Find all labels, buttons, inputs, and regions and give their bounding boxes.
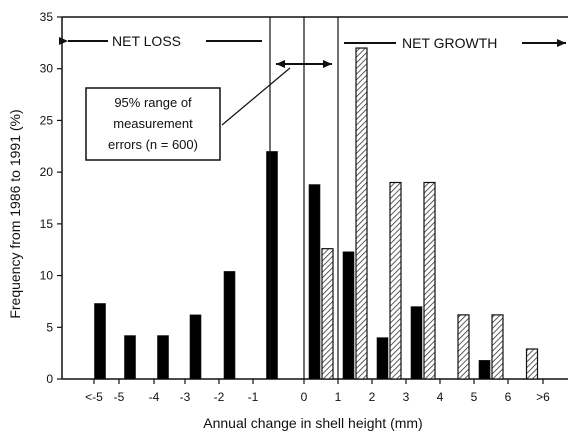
solid-bar [223, 271, 236, 380]
x-tick-label: >6 [536, 390, 550, 404]
x-tick-label: -2 [214, 390, 225, 404]
y-axis-ticks: 0 5 10 15 20 25 30 35 [40, 10, 62, 386]
measurement-pointer-line [221, 67, 291, 126]
x-tick-label: -4 [149, 390, 160, 404]
hatched-bar [355, 47, 368, 380]
measurement-box-line-2: measurement [113, 116, 193, 131]
x-tick-label: 2 [369, 390, 376, 404]
x-tick-label: 0 [301, 390, 308, 404]
y-axis-label: Frequency from 1986 to 1991 (%) [7, 109, 23, 318]
x-tick-label: 4 [437, 390, 444, 404]
solid-bar [478, 360, 491, 380]
x-tick-label: -1 [248, 390, 259, 404]
y-tick-label: 5 [46, 320, 53, 334]
x-tick-label: 5 [471, 390, 478, 404]
net-loss-label: NET LOSS [112, 33, 181, 49]
solid-bar [410, 306, 423, 380]
x-axis-label: Annual change in shell height (mm) [203, 415, 422, 431]
x-tick-label: 1 [335, 390, 342, 404]
x-tick-label: 6 [505, 390, 512, 404]
solid-bar [308, 184, 321, 380]
solid-bar [342, 251, 355, 380]
x-tick-label: -5 [114, 390, 125, 404]
bars-group [94, 47, 539, 380]
y-tick-label: 30 [40, 62, 54, 76]
x-tick-label: <-5 [85, 390, 103, 404]
solid-bar [157, 335, 169, 380]
x-axis-ticks: <-5 -5 -4 -3 -2 -1 0 1 2 3 4 5 6 >6 [85, 379, 550, 404]
x-tick-label: 3 [403, 390, 410, 404]
y-tick-label: 0 [46, 372, 53, 386]
measurement-box [85, 87, 221, 161]
solid-bar [376, 337, 389, 380]
hatched-bar [423, 181, 436, 380]
solid-bar [266, 151, 278, 380]
solid-bar [124, 335, 136, 380]
hatched-bar [389, 181, 402, 380]
hatched-bar [457, 314, 470, 380]
hatched-bar [525, 348, 539, 380]
measurement-box-line-3: errors (n = 600) [108, 137, 198, 152]
solid-bar [189, 314, 202, 380]
net-growth-label: NET GROWTH [402, 35, 497, 51]
y-tick-label: 25 [40, 113, 54, 127]
y-tick-label: 20 [40, 165, 54, 179]
hatched-bar [491, 314, 504, 380]
y-tick-label: 10 [40, 269, 54, 283]
solid-bar [94, 303, 106, 380]
y-tick-label: 15 [40, 217, 54, 231]
hatched-bar [321, 248, 334, 380]
measurement-box-line-1: 95% range of [114, 95, 192, 110]
x-tick-label: -3 [180, 390, 191, 404]
y-tick-label: 35 [40, 10, 54, 24]
